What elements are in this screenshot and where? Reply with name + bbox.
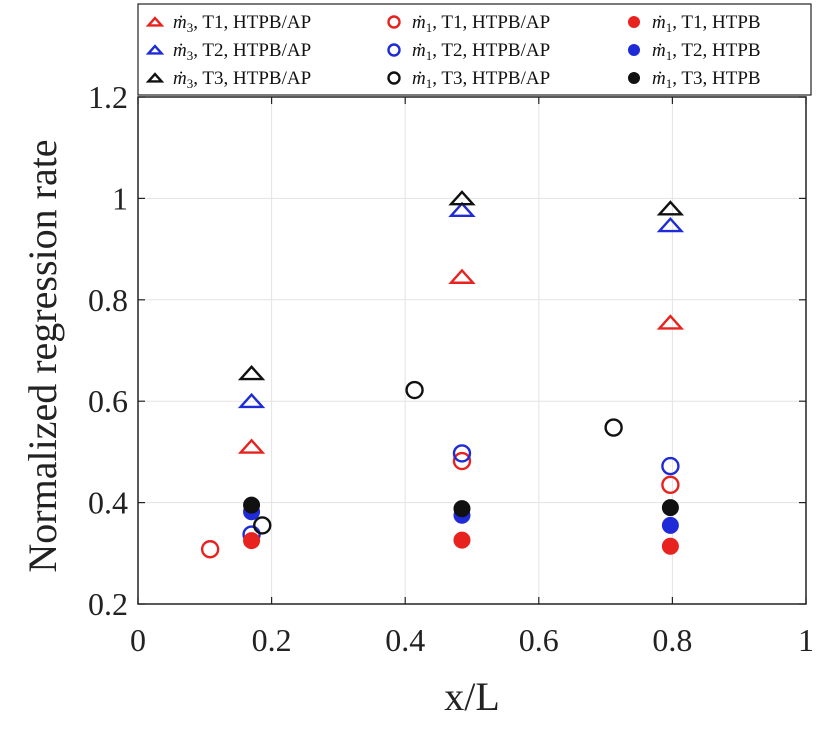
legend-marker xyxy=(628,44,640,56)
legend-marker xyxy=(387,15,401,29)
data-point xyxy=(237,392,266,409)
data-point xyxy=(661,456,680,476)
legend-marker xyxy=(628,16,640,28)
data-point xyxy=(448,190,476,206)
legend: ṁ3, T1, HTPB/AP ṁ3, T2, HTPB/AP ṁ3, T3, HT… xyxy=(137,3,812,96)
data-point xyxy=(656,314,685,330)
legend-entry: ṁ3, T2, HTPB/AP xyxy=(173,40,311,63)
x-tick-label: 0 xyxy=(130,622,146,658)
data-point xyxy=(243,496,261,514)
y-tick-label: 0.8 xyxy=(88,282,128,318)
legend-entry: ṁ3, T1, HTPB/AP xyxy=(173,12,311,35)
x-tick-label: 0.4 xyxy=(385,622,425,658)
data-point xyxy=(237,438,266,454)
data-point xyxy=(656,216,685,233)
legend-entry: ṁ1, T2, HTPB xyxy=(652,40,761,63)
legend-entry: ṁ1, T2, HTPB/AP xyxy=(412,40,550,63)
data-point xyxy=(453,531,471,549)
x-axis-label: x/L xyxy=(444,674,500,719)
x-tick-label: 0.2 xyxy=(252,622,292,658)
y-tick-labels: 0.2 0.4 0.6 0.8 1 1.2 xyxy=(88,79,128,622)
legend-marker xyxy=(145,72,165,83)
legend-box xyxy=(137,3,812,96)
data-point xyxy=(656,200,685,216)
legend-entry: ṁ3, T3, HTPB/AP xyxy=(173,68,311,91)
legend-entry: ṁ1, T3, HTPB xyxy=(652,68,761,91)
tick-marks xyxy=(137,96,807,605)
data-point xyxy=(405,380,424,400)
data-point xyxy=(452,451,472,471)
y-tick-label: 0.4 xyxy=(88,485,128,521)
data-point xyxy=(661,516,679,534)
x-tick-label: 1 xyxy=(798,622,814,658)
data-point xyxy=(448,201,476,218)
legend-marker xyxy=(628,72,640,84)
legend-marker xyxy=(387,43,401,57)
data-point xyxy=(453,500,471,518)
data-point xyxy=(237,365,266,381)
plot-frame xyxy=(137,96,807,605)
legend-entry: ṁ1, T1, HTPB xyxy=(652,12,761,35)
x-tick-label: 0.8 xyxy=(652,622,692,658)
legend-marker xyxy=(145,16,165,27)
data-point xyxy=(661,499,679,517)
x-tick-label: 0.6 xyxy=(519,622,559,658)
legend-marker xyxy=(145,44,165,55)
data-point xyxy=(604,418,623,437)
legend-marker xyxy=(387,71,401,85)
data-point xyxy=(253,516,272,535)
y-tick-label: 0.2 xyxy=(88,586,128,622)
y-tick-label: 0.6 xyxy=(88,383,128,419)
data-point xyxy=(452,444,472,463)
data-point xyxy=(661,475,680,495)
legend-entry: ṁ1, T1, HTPB/AP xyxy=(412,12,550,35)
data-point xyxy=(661,537,679,555)
data-point xyxy=(200,540,220,559)
y-axis-label: Normalized regression rate xyxy=(20,139,65,572)
data-markers xyxy=(200,190,685,559)
y-tick-label: 1.2 xyxy=(88,79,128,115)
legend-entry: ṁ1, T3, HTPB/AP xyxy=(412,68,550,91)
x-tick-labels: 0 0.2 0.4 0.6 0.8 1 xyxy=(130,622,814,658)
data-point xyxy=(243,532,261,550)
data-point xyxy=(448,268,476,284)
y-tick-label: 1 xyxy=(112,180,128,216)
